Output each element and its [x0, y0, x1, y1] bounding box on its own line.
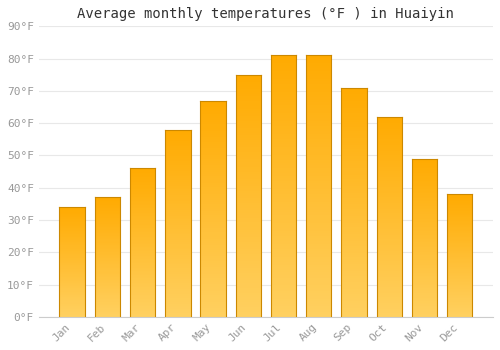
- Title: Average monthly temperatures (°F ) in Huaiyin: Average monthly temperatures (°F ) in Hu…: [78, 7, 454, 21]
